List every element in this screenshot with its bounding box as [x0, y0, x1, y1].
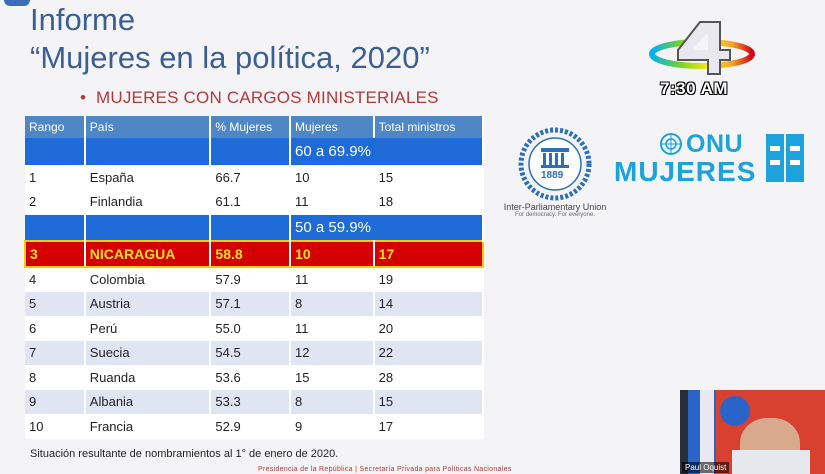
cell-total: 17	[373, 414, 485, 439]
cell-country: Francia	[84, 414, 212, 439]
cell-rank: 3	[24, 240, 86, 268]
header-pct: % Mujeres	[210, 116, 292, 138]
cell-total: 19	[373, 267, 485, 292]
corner-logo	[4, 0, 30, 6]
ipu-name: Inter-Parliamentary Union	[503, 202, 607, 212]
presidency-note: Presidencia de la República | Secretaría…	[258, 466, 512, 473]
cell-total: 18	[373, 189, 485, 215]
mujeres-text: MUJERES	[614, 156, 757, 187]
table-row: 8 Ruanda 53.6 15 28	[25, 365, 485, 390]
channel-4-logo	[649, 21, 755, 75]
cell-country: NICARAGUA	[84, 240, 212, 268]
cell-rank: 7	[25, 340, 86, 366]
ipu-year: 1889	[541, 170, 564, 181]
ipu-tagline: For democracy. For everyone.	[515, 212, 595, 218]
header-women: Mujeres	[290, 116, 375, 138]
cell-women: 8	[290, 291, 375, 317]
table-row: 5 Austria 57.1 8 14	[25, 291, 485, 317]
cell-women: 12	[290, 340, 375, 366]
cell-rank: 6	[25, 316, 86, 341]
bullet-icon: •	[80, 88, 87, 107]
cell-women: 11	[290, 189, 375, 215]
cell-pct: 54.5	[210, 340, 292, 366]
onu-mujeres-logo: ONU MUJERES	[614, 128, 810, 187]
cell-country: Finlandia	[84, 189, 212, 215]
range-label-60: 60 a 69.9%	[290, 138, 484, 166]
cell-women: 9	[290, 414, 375, 439]
cell-pct: 66.7	[210, 165, 292, 190]
cell-total: 15	[373, 389, 485, 415]
cell-rank: 10	[25, 414, 86, 439]
cell-country: Colombia	[84, 267, 212, 292]
cell-pct: 57.1	[210, 291, 292, 317]
cell-country: Suecia	[84, 340, 212, 366]
range-row-60: 60 a 69.9%	[25, 138, 484, 166]
picture-in-picture-video: Paul Oquist	[680, 390, 825, 474]
cell-rank: 8	[25, 365, 86, 390]
table-row: 7 Suecia 54.5 12 22	[25, 340, 485, 366]
table-row: 9 Albania 53.3 8 15	[25, 389, 485, 415]
broadcast-clock: 7:30 AM	[660, 79, 729, 98]
header-rank: Rango	[25, 116, 86, 138]
cell-women: 11	[290, 316, 375, 341]
table-row: 6 Perú 55.0 11 20	[25, 316, 485, 341]
speaker-name-label: Paul Oquist	[682, 462, 730, 473]
cell-pct: 53.6	[210, 365, 292, 390]
cell-total: 14	[373, 291, 485, 317]
table-header-row: Rango País % Mujeres Mujeres Total minis…	[25, 116, 485, 138]
ministers-table: Rango País % Mujeres Mujeres Total minis…	[24, 116, 485, 439]
range-label-50: 50 a 59.9%	[290, 214, 484, 242]
cell-pct: 55.0	[210, 316, 292, 341]
cell-country: Perú	[84, 316, 212, 341]
table-row: 1 España 66.7 10 15	[25, 165, 485, 190]
cell-country: Austria	[84, 291, 212, 317]
subtitle-text: MUJERES CON CARGOS MINISTERIALES	[96, 88, 439, 107]
cell-country: Ruanda	[84, 365, 212, 390]
table-row: 2 Finlandia 61.1 11 18	[25, 189, 485, 215]
header-country: País	[84, 116, 212, 138]
table-row-highlighted: 3 NICARAGUA 58.8 10 17	[24, 240, 485, 268]
cell-rank: 5	[25, 291, 86, 317]
header-total: Total ministros	[373, 116, 485, 138]
cell-rank: 9	[25, 389, 86, 415]
ipu-emblem-icon: 1889	[517, 126, 593, 202]
cell-women: 15	[290, 365, 375, 390]
cell-women: 10	[290, 240, 375, 268]
slide-title-report-name: “Mujeres en la política, 2020”	[30, 40, 430, 75]
cell-total: 17	[373, 240, 485, 268]
ipu-logo: 1889 Inter-Parliamentary Union For democ…	[500, 126, 610, 218]
table-row: 4 Colombia 57.9 11 19	[25, 267, 485, 292]
cell-total: 28	[373, 365, 485, 390]
footnote: Situación resultante de nombramientos al…	[30, 448, 339, 460]
cell-rank: 1	[25, 165, 86, 190]
slide-subtitle: • MUJERES CON CARGOS MINISTERIALES	[80, 88, 439, 108]
cell-rank: 4	[25, 267, 86, 292]
cell-women: 11	[290, 267, 375, 292]
range-row-50: 50 a 59.9%	[25, 214, 484, 242]
cell-total: 15	[373, 165, 485, 190]
cell-women: 10	[290, 165, 375, 190]
cell-country: España	[84, 165, 212, 190]
un-emblem-icon	[660, 133, 682, 155]
equality-icon	[766, 134, 804, 182]
cell-rank: 2	[25, 189, 86, 215]
cell-total: 20	[373, 316, 485, 341]
cell-women: 8	[290, 389, 375, 415]
cell-pct: 58.8	[210, 240, 292, 268]
cell-total: 22	[373, 340, 485, 366]
cell-country: Albania	[84, 389, 212, 415]
onu-text: ONU	[686, 130, 744, 158]
cell-pct: 57.9	[210, 267, 292, 292]
table-row: 10 Francia 52.9 9 17	[25, 414, 485, 439]
cell-pct: 53.3	[210, 389, 292, 415]
slide-title: Informe	[30, 2, 136, 37]
cell-pct: 61.1	[210, 189, 292, 215]
cell-pct: 52.9	[210, 414, 292, 439]
